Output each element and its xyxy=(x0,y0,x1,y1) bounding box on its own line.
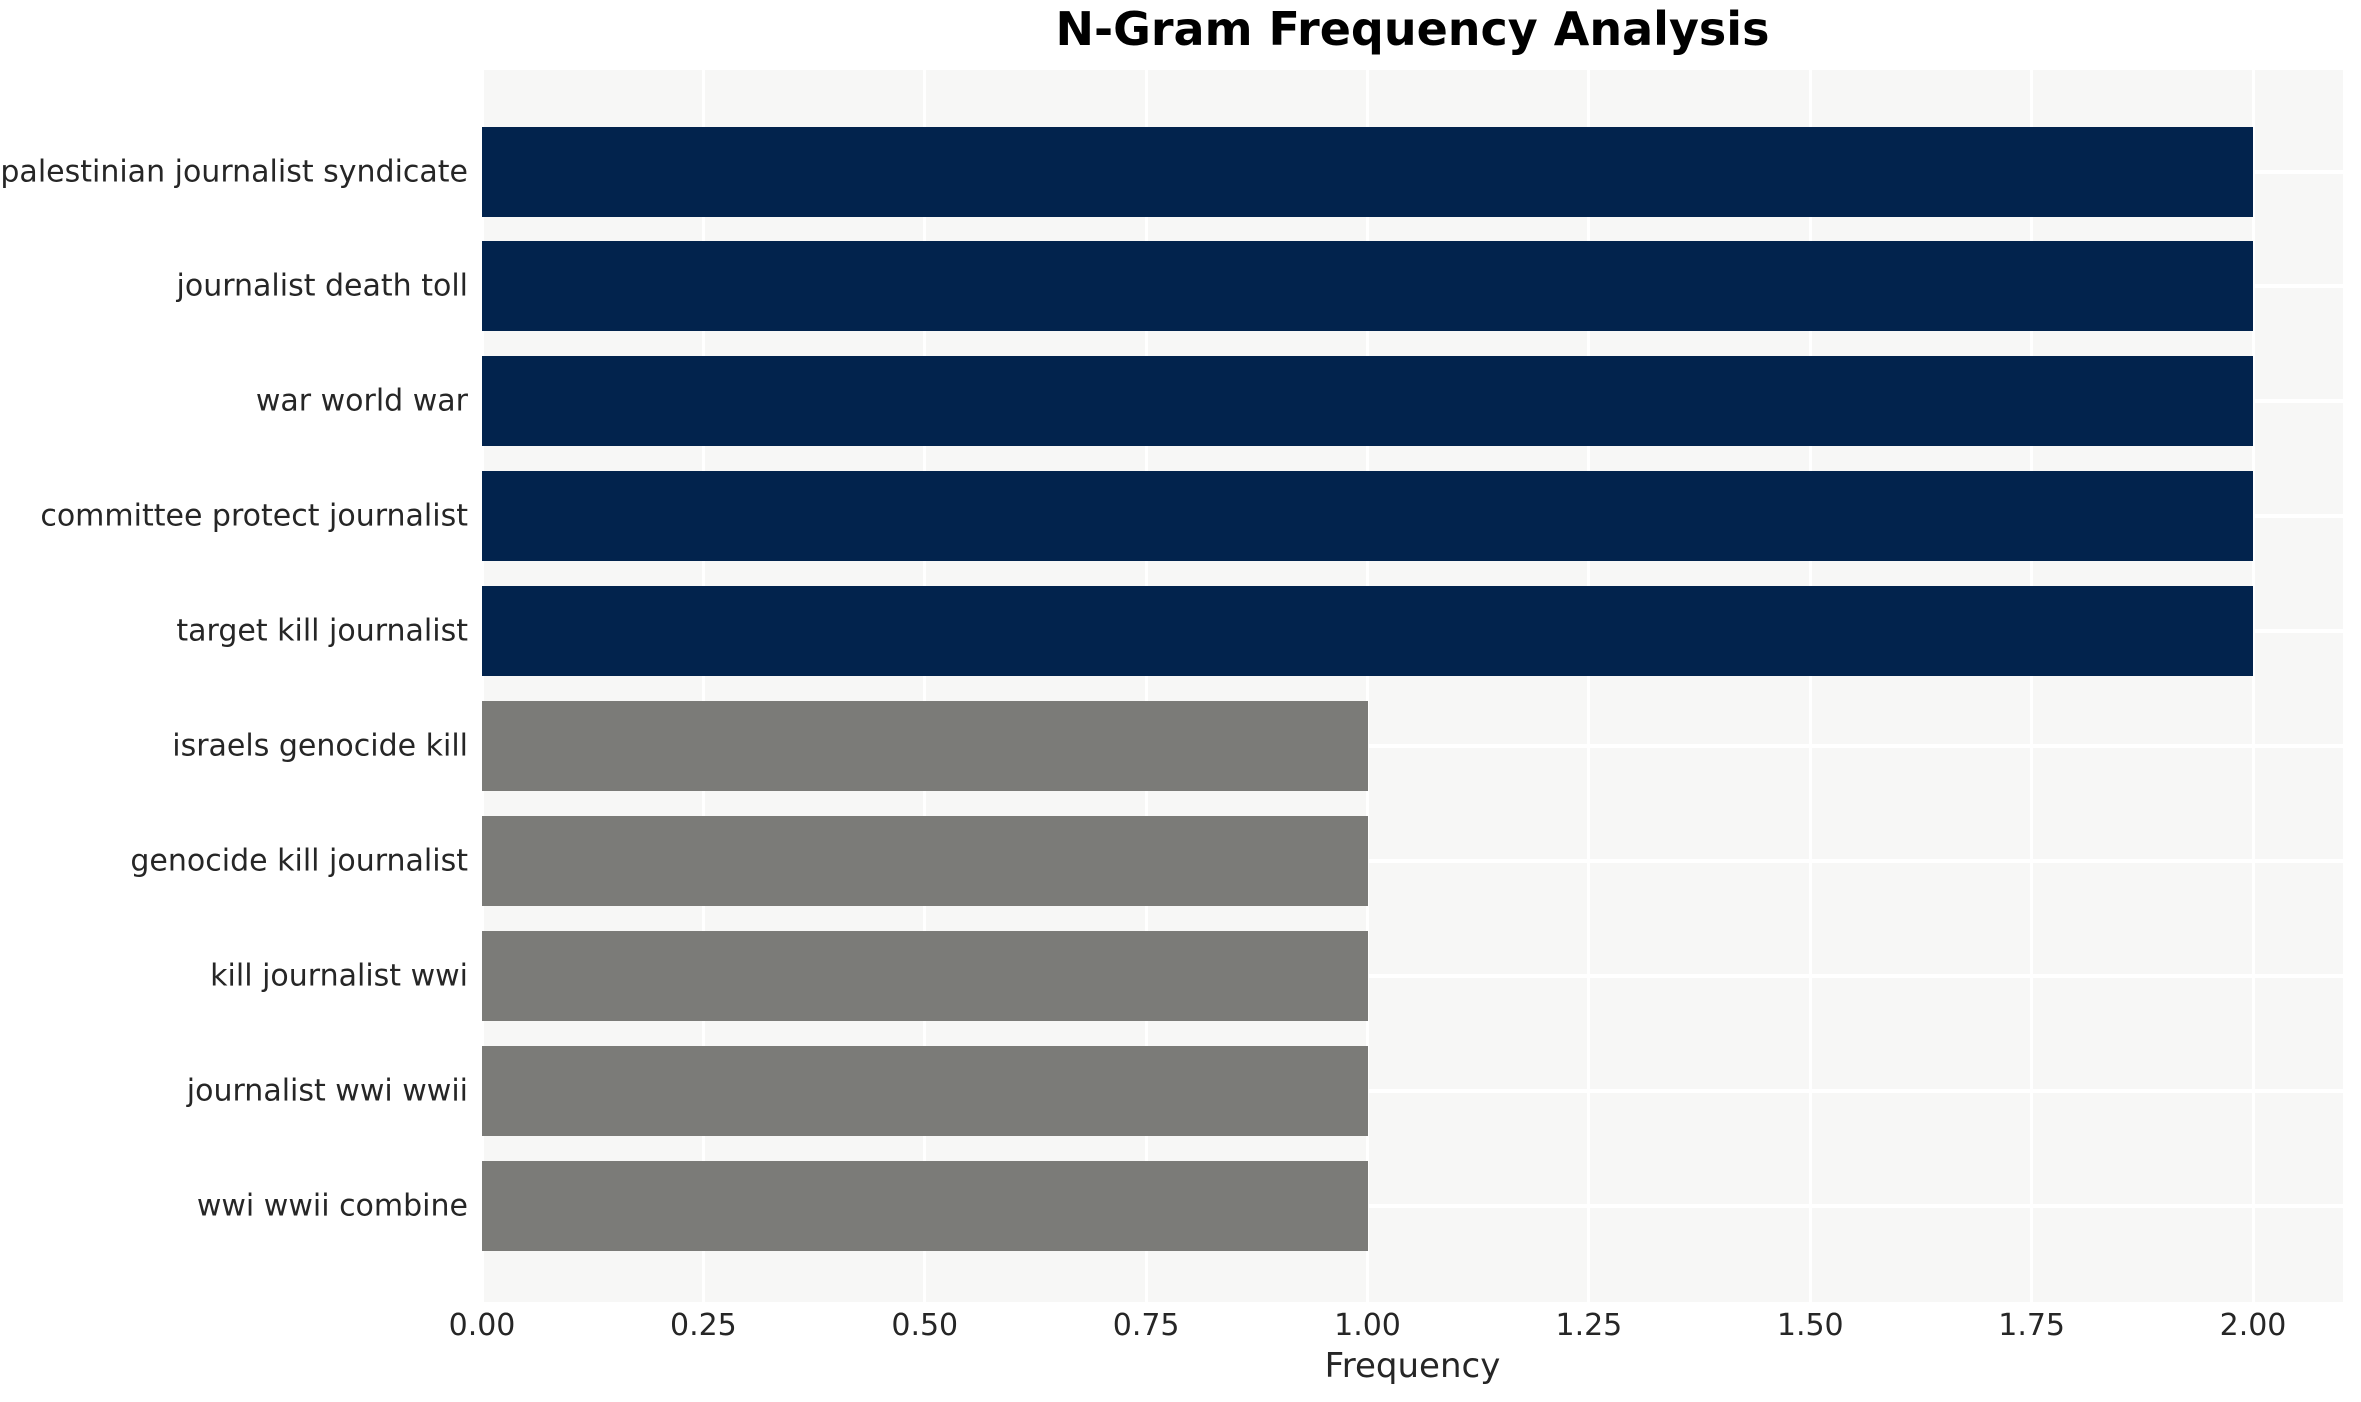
y-axis-label: genocide kill journalist xyxy=(130,843,468,879)
x-axis-tick-label: 0.75 xyxy=(1112,1308,1180,1343)
vertical-gridline xyxy=(1144,70,1148,1302)
bar-genocide-kill-journalist xyxy=(482,815,1368,906)
x-axis-tick-label: 2.00 xyxy=(2219,1308,2287,1343)
bar-target-kill-journalist xyxy=(482,586,2253,677)
bar-war-world-war xyxy=(482,356,2253,447)
chart-title: N-Gram Frequency Analysis xyxy=(1055,2,1770,56)
y-axis-label: journalist wwi wwii xyxy=(186,1073,468,1109)
x-axis-tick-label: 0.25 xyxy=(669,1308,737,1343)
horizontal-gridline xyxy=(482,973,2343,978)
horizontal-gridline xyxy=(482,744,2343,748)
vertical-gridline xyxy=(1808,70,1812,1302)
y-axis-label: kill journalist wwi xyxy=(210,958,468,994)
y-axis-label: committee protect journalist xyxy=(40,498,468,534)
vertical-gridline xyxy=(2030,70,2034,1302)
vertical-gridline xyxy=(480,70,484,1302)
bar-journalist-death-toll xyxy=(482,241,2253,332)
plot-area xyxy=(480,70,2343,1302)
bar-journalist-wwi-wwii xyxy=(482,1045,1368,1136)
x-axis-tick-label: 0.00 xyxy=(448,1308,516,1343)
y-axis-label: israels genocide kill xyxy=(172,728,468,764)
bar-wwi-wwii-combine xyxy=(482,1160,1368,1251)
vertical-gridline xyxy=(1587,70,1591,1302)
y-axis-label: journalist death toll xyxy=(176,268,469,304)
bar-israels-genocide-kill xyxy=(482,701,1368,791)
x-axis-tick-label: 1.00 xyxy=(1334,1308,1401,1343)
y-axis-label: wwi wwii combine xyxy=(196,1188,468,1224)
y-axis-label: palestinian journalist syndicate xyxy=(0,154,468,189)
vertical-gridline xyxy=(2251,70,2255,1302)
bar-palestinian-journalist-syndicate xyxy=(482,126,2253,217)
horizontal-gridline xyxy=(482,858,2343,863)
x-axis-tick-label: 1.75 xyxy=(1998,1308,2066,1343)
bar-kill-journalist-wwi xyxy=(482,930,1368,1021)
x-axis-tick-label: 0.50 xyxy=(891,1308,959,1343)
vertical-gridline xyxy=(701,70,705,1302)
horizontal-gridline xyxy=(482,1088,2343,1093)
vertical-gridline xyxy=(923,70,927,1302)
x-axis-title: Frequency xyxy=(1324,1346,1501,1386)
x-axis-tick-label: 1.25 xyxy=(1555,1308,1623,1343)
y-axis-label: target kill journalist xyxy=(176,613,468,649)
y-axis-label: war world war xyxy=(255,383,468,419)
bar-committee-protect-journalist xyxy=(482,471,2253,562)
vertical-gridline xyxy=(1366,70,1369,1302)
x-axis-tick-label: 1.50 xyxy=(1776,1308,1844,1343)
horizontal-gridline xyxy=(482,1203,2343,1208)
